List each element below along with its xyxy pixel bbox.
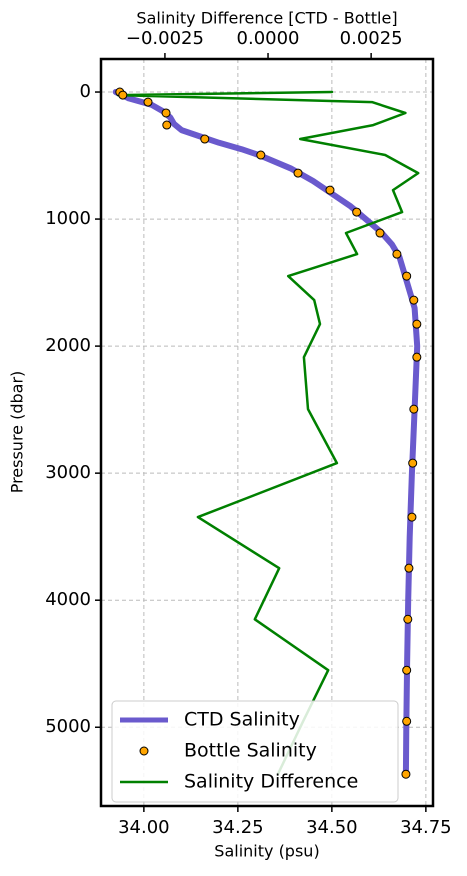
ctd-line xyxy=(112,89,421,778)
bottle-point xyxy=(401,769,411,779)
plot-frame xyxy=(99,57,435,808)
bottle-point xyxy=(352,207,362,217)
bottle-point xyxy=(402,271,412,281)
difference-line xyxy=(116,90,420,776)
legend-box xyxy=(111,700,399,803)
legend-label: CTD Salinity xyxy=(184,709,300,731)
bottle-point xyxy=(403,614,413,624)
bottle-point xyxy=(256,150,266,160)
y-tick-label: 5000 xyxy=(45,716,91,737)
bottle-point xyxy=(325,185,335,195)
x-tick-label: 34.25 xyxy=(212,817,264,838)
bottle-point xyxy=(161,108,171,118)
legend-label: Bottle Salinity xyxy=(184,740,317,762)
bottle-point xyxy=(392,249,402,259)
bottle-point xyxy=(407,512,417,522)
y-tick-label: 0 xyxy=(80,81,91,102)
y-axis-label: Pressure (dbar) xyxy=(8,371,27,494)
bottle-point xyxy=(118,90,128,100)
bottle-point xyxy=(409,404,419,414)
x-tick-label: 34.75 xyxy=(400,817,452,838)
legend-label: Salinity Difference xyxy=(184,771,358,793)
bottle-point xyxy=(412,319,422,329)
x2-tick-label: 0.0000 xyxy=(237,28,300,49)
bottle-point xyxy=(404,563,414,573)
y-tick-label: 1000 xyxy=(45,208,91,229)
bottle-point xyxy=(402,716,412,726)
bottle-point xyxy=(143,97,153,107)
bottle-point xyxy=(162,120,172,130)
bottle-point xyxy=(412,352,422,362)
x-tick-label: 34.50 xyxy=(306,817,358,838)
bottle-point xyxy=(375,228,385,238)
y-tick-label: 4000 xyxy=(45,589,91,610)
x-axis-label: Salinity (psu) xyxy=(214,842,319,861)
legend-marker xyxy=(139,746,149,756)
x2-axis-label: Salinity Difference [CTD - Bottle] xyxy=(136,9,397,28)
bottle-point xyxy=(402,665,412,675)
bottle-point xyxy=(408,458,418,468)
bottle-point xyxy=(293,168,303,178)
plot-area xyxy=(112,87,422,779)
x2-tick-label: 0.0025 xyxy=(340,28,403,49)
bottle-point xyxy=(409,295,419,305)
y-tick-label: 2000 xyxy=(45,335,91,356)
x2-tick-label: −0.0025 xyxy=(126,28,204,49)
y-tick-label: 3000 xyxy=(45,462,91,483)
bottle-point xyxy=(200,134,210,144)
x-tick-label: 34.00 xyxy=(118,817,170,838)
